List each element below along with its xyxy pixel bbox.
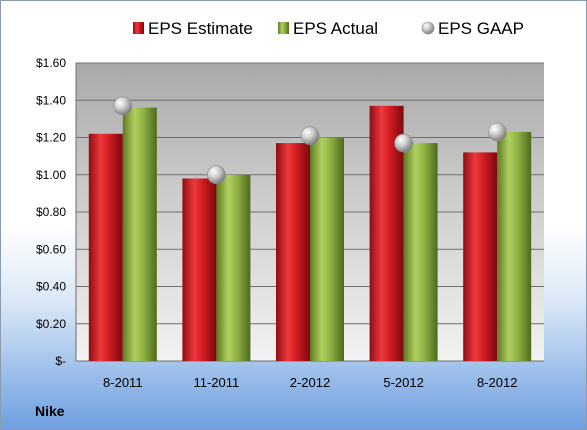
bar-eps-estimate (463, 152, 498, 361)
legend-swatch (421, 21, 435, 35)
legend-item: EPS Estimate (133, 19, 253, 38)
legend-label: EPS GAAP (438, 19, 524, 38)
y-tick-label: $0.20 (36, 317, 66, 331)
x-tick-label: 8-2011 (103, 375, 143, 390)
legend-label: EPS Actual (293, 19, 378, 38)
y-tick-label: $0.80 (36, 205, 66, 219)
legend-label: EPS Estimate (148, 19, 253, 38)
bar-eps-estimate (182, 178, 217, 361)
point-eps-gaap (113, 96, 133, 116)
bar-eps-estimate (88, 133, 123, 361)
company-name: Nike (35, 403, 65, 419)
point-eps-gaap (207, 165, 226, 185)
y-tick-label: $1.00 (36, 168, 66, 182)
x-tick-label: 5-2012 (383, 375, 423, 390)
legend-swatch (278, 22, 289, 34)
x-tick-label: 8-2012 (477, 375, 517, 390)
bar-eps-actual (216, 174, 251, 361)
bar-eps-actual (122, 107, 157, 361)
legend-item: EPS GAAP (421, 19, 524, 38)
x-tick-label: 2-2012 (290, 375, 330, 390)
legend-swatch (133, 22, 144, 34)
y-tick-label: $0.40 (36, 280, 66, 294)
bar-eps-actual (310, 137, 344, 361)
y-tick-label: $- (55, 354, 66, 368)
y-tick-label: $1.60 (36, 56, 66, 70)
point-eps-gaap (300, 126, 320, 145)
x-tick-label: 11-2011 (194, 375, 240, 390)
bar-eps-actual (403, 143, 438, 361)
point-eps-gaap (394, 133, 413, 153)
legend-item: EPS Actual (278, 19, 378, 38)
y-tick-label: $0.60 (36, 242, 66, 256)
bar-eps-estimate (276, 143, 310, 361)
y-tick-label: $1.20 (36, 131, 66, 145)
y-tick-label: $1.40 (36, 93, 66, 107)
point-eps-gaap (487, 122, 507, 142)
bar-eps-actual (497, 131, 532, 361)
